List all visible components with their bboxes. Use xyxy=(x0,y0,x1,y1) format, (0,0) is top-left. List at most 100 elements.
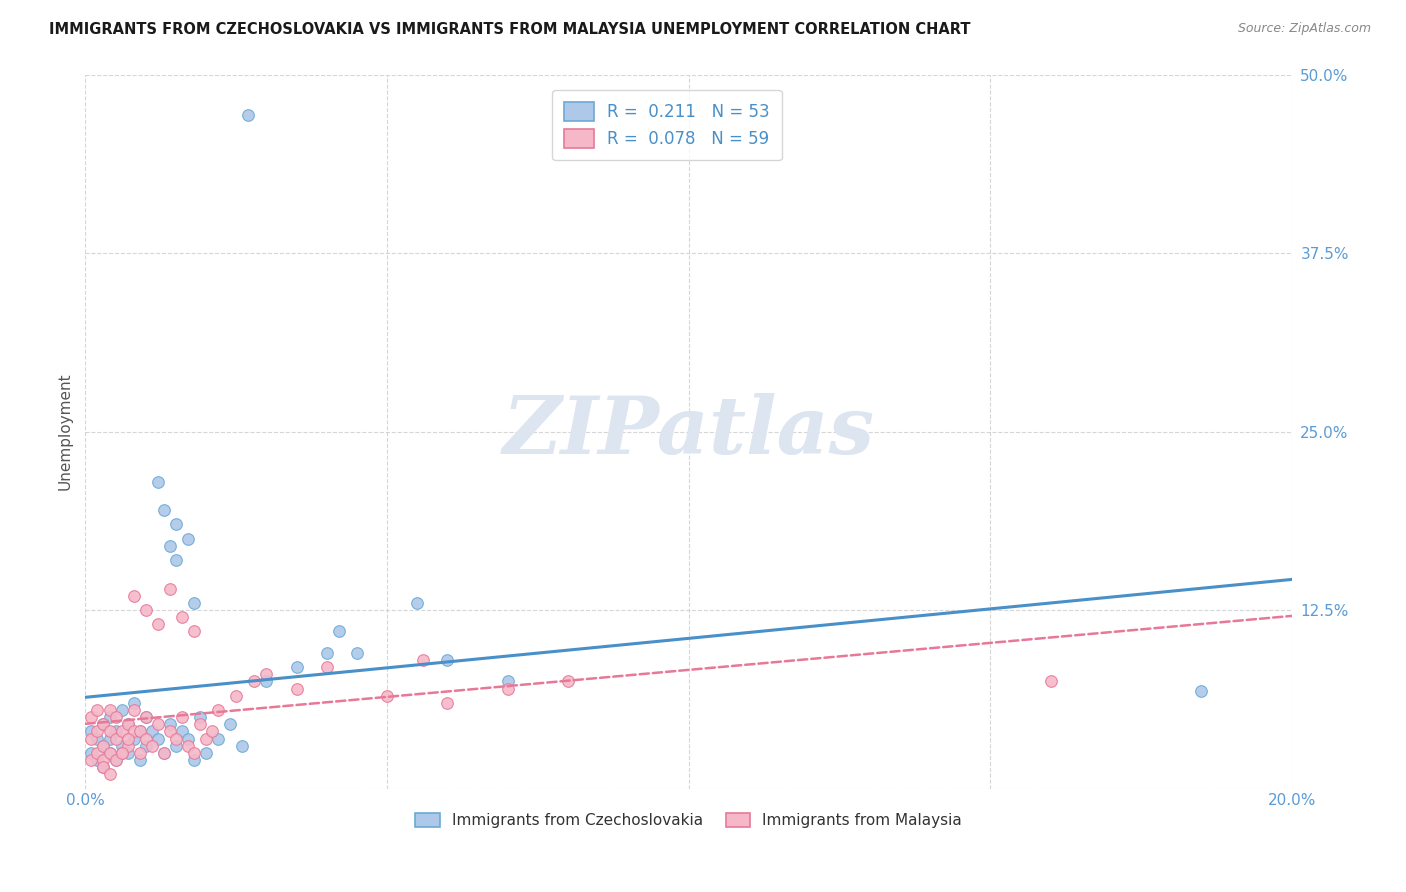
Point xyxy=(80,731,103,746)
Point xyxy=(188,710,211,724)
Point xyxy=(170,724,193,739)
Point xyxy=(80,753,103,767)
Point xyxy=(110,739,132,753)
Point xyxy=(165,731,187,746)
Point xyxy=(98,746,121,760)
Legend: Immigrants from Czechoslovakia, Immigrants from Malaysia: Immigrants from Czechoslovakia, Immigran… xyxy=(409,806,969,834)
Point xyxy=(122,731,145,746)
Point xyxy=(153,746,176,760)
Point xyxy=(122,703,145,717)
Point xyxy=(122,589,145,603)
Point xyxy=(104,724,127,739)
Point xyxy=(315,646,337,660)
Point xyxy=(165,517,187,532)
Point xyxy=(285,660,308,674)
Point xyxy=(98,724,121,739)
Point xyxy=(159,539,181,553)
Point xyxy=(177,731,200,746)
Point xyxy=(406,596,429,610)
Point xyxy=(177,739,200,753)
Point xyxy=(104,731,127,746)
Point xyxy=(104,753,127,767)
Point xyxy=(207,731,229,746)
Point xyxy=(80,746,103,760)
Point xyxy=(98,731,121,746)
Point xyxy=(153,503,176,517)
Point xyxy=(183,753,205,767)
Text: Source: ZipAtlas.com: Source: ZipAtlas.com xyxy=(1237,22,1371,36)
Point xyxy=(254,667,277,681)
Point xyxy=(159,582,181,596)
Point xyxy=(122,696,145,710)
Point xyxy=(195,731,218,746)
Point xyxy=(93,760,115,774)
Point xyxy=(93,717,115,731)
Point xyxy=(117,717,139,731)
Point xyxy=(93,753,115,767)
Point xyxy=(117,739,139,753)
Point xyxy=(86,746,108,760)
Text: ZIPatlas: ZIPatlas xyxy=(502,392,875,470)
Point xyxy=(436,653,458,667)
Point xyxy=(128,724,150,739)
Point xyxy=(122,724,145,739)
Point xyxy=(98,767,121,781)
Point xyxy=(1039,674,1062,689)
Point xyxy=(238,107,260,121)
Point xyxy=(141,724,163,739)
Point xyxy=(110,703,132,717)
Point xyxy=(98,710,121,724)
Point xyxy=(207,703,229,717)
Point xyxy=(183,746,205,760)
Point xyxy=(128,753,150,767)
Point xyxy=(153,746,176,760)
Text: IMMIGRANTS FROM CZECHOSLOVAKIA VS IMMIGRANTS FROM MALAYSIA UNEMPLOYMENT CORRELAT: IMMIGRANTS FROM CZECHOSLOVAKIA VS IMMIGR… xyxy=(49,22,970,37)
Point xyxy=(146,717,169,731)
Point xyxy=(436,696,458,710)
Point xyxy=(93,717,115,731)
Point xyxy=(375,689,398,703)
Point xyxy=(159,724,181,739)
Point xyxy=(496,674,519,689)
Point xyxy=(110,746,132,760)
Point xyxy=(243,674,266,689)
Point xyxy=(128,746,150,760)
Point xyxy=(201,724,224,739)
Point xyxy=(135,731,157,746)
Point xyxy=(86,703,108,717)
Point xyxy=(1191,684,1213,698)
Point xyxy=(285,681,308,696)
Point xyxy=(146,731,169,746)
Point xyxy=(159,717,181,731)
Point xyxy=(170,610,193,624)
Point xyxy=(117,717,139,731)
Point xyxy=(93,760,115,774)
Point xyxy=(104,753,127,767)
Point xyxy=(117,731,139,746)
Point xyxy=(557,674,579,689)
Y-axis label: Unemployment: Unemployment xyxy=(58,373,72,491)
Point xyxy=(86,724,108,739)
Point xyxy=(80,710,103,724)
Point xyxy=(135,603,157,617)
Point xyxy=(177,532,200,546)
Point xyxy=(128,724,150,739)
Point xyxy=(98,703,121,717)
Point xyxy=(165,553,187,567)
Point xyxy=(110,746,132,760)
Point xyxy=(86,731,108,746)
Point xyxy=(135,710,157,724)
Point xyxy=(412,653,434,667)
Point xyxy=(146,617,169,632)
Point xyxy=(117,746,139,760)
Point xyxy=(135,739,157,753)
Point xyxy=(146,475,169,489)
Point xyxy=(80,724,103,739)
Point xyxy=(135,710,157,724)
Point xyxy=(93,739,115,753)
Point xyxy=(110,724,132,739)
Point xyxy=(86,753,108,767)
Point xyxy=(219,717,242,731)
Point xyxy=(195,746,218,760)
Point xyxy=(496,681,519,696)
